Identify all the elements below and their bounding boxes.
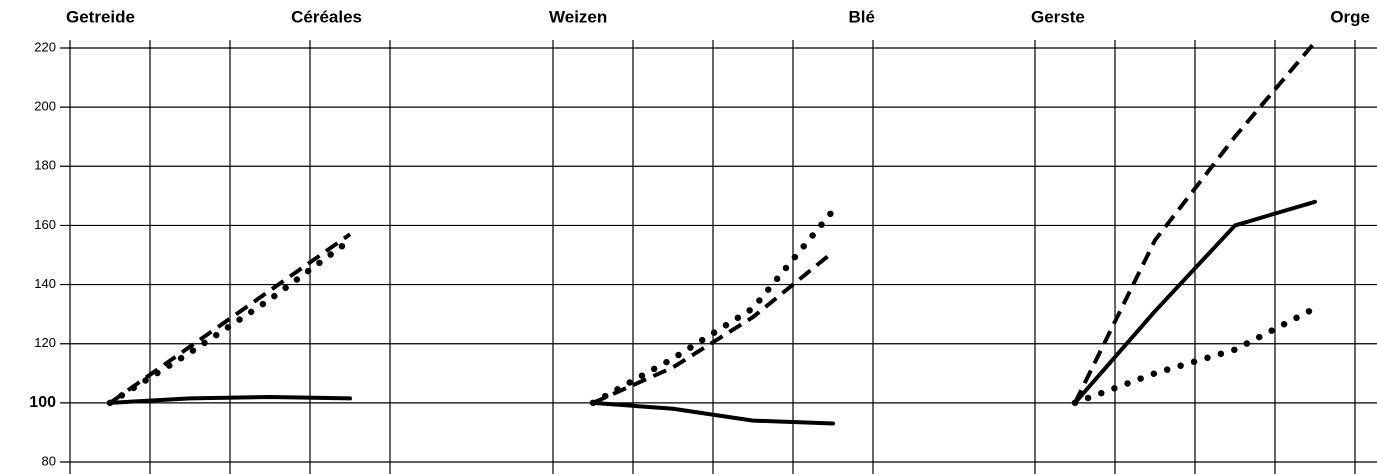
- y-tick-label: 160: [34, 217, 56, 232]
- series-line: [592, 250, 835, 405]
- series-line: [591, 400, 835, 426]
- series-line: [106, 236, 354, 407]
- y-tick-label: 120: [34, 335, 56, 350]
- y-tick-label: 140: [34, 276, 56, 291]
- panel-title-left: Gerste: [1031, 7, 1085, 26]
- series-line: [1071, 304, 1319, 407]
- series-line: [108, 394, 352, 405]
- series-line: [108, 232, 352, 405]
- panel-title-left: Getreide: [66, 7, 135, 26]
- y-tick-label: 200: [34, 99, 56, 114]
- series-line: [589, 207, 837, 407]
- y-tick-label: 180: [34, 158, 56, 173]
- y-tick-label: 80: [42, 453, 56, 468]
- panel-title-left: Weizen: [549, 7, 607, 26]
- series-line: [1073, 199, 1317, 405]
- panel-title-right: Orge: [1330, 7, 1370, 26]
- panel-title-right: Blé: [849, 7, 875, 26]
- y-tick-label: 100: [29, 394, 56, 411]
- y-tick-label: 220: [34, 39, 56, 54]
- panel-title-right: Céréales: [291, 7, 362, 26]
- series-line: [1073, 40, 1317, 404]
